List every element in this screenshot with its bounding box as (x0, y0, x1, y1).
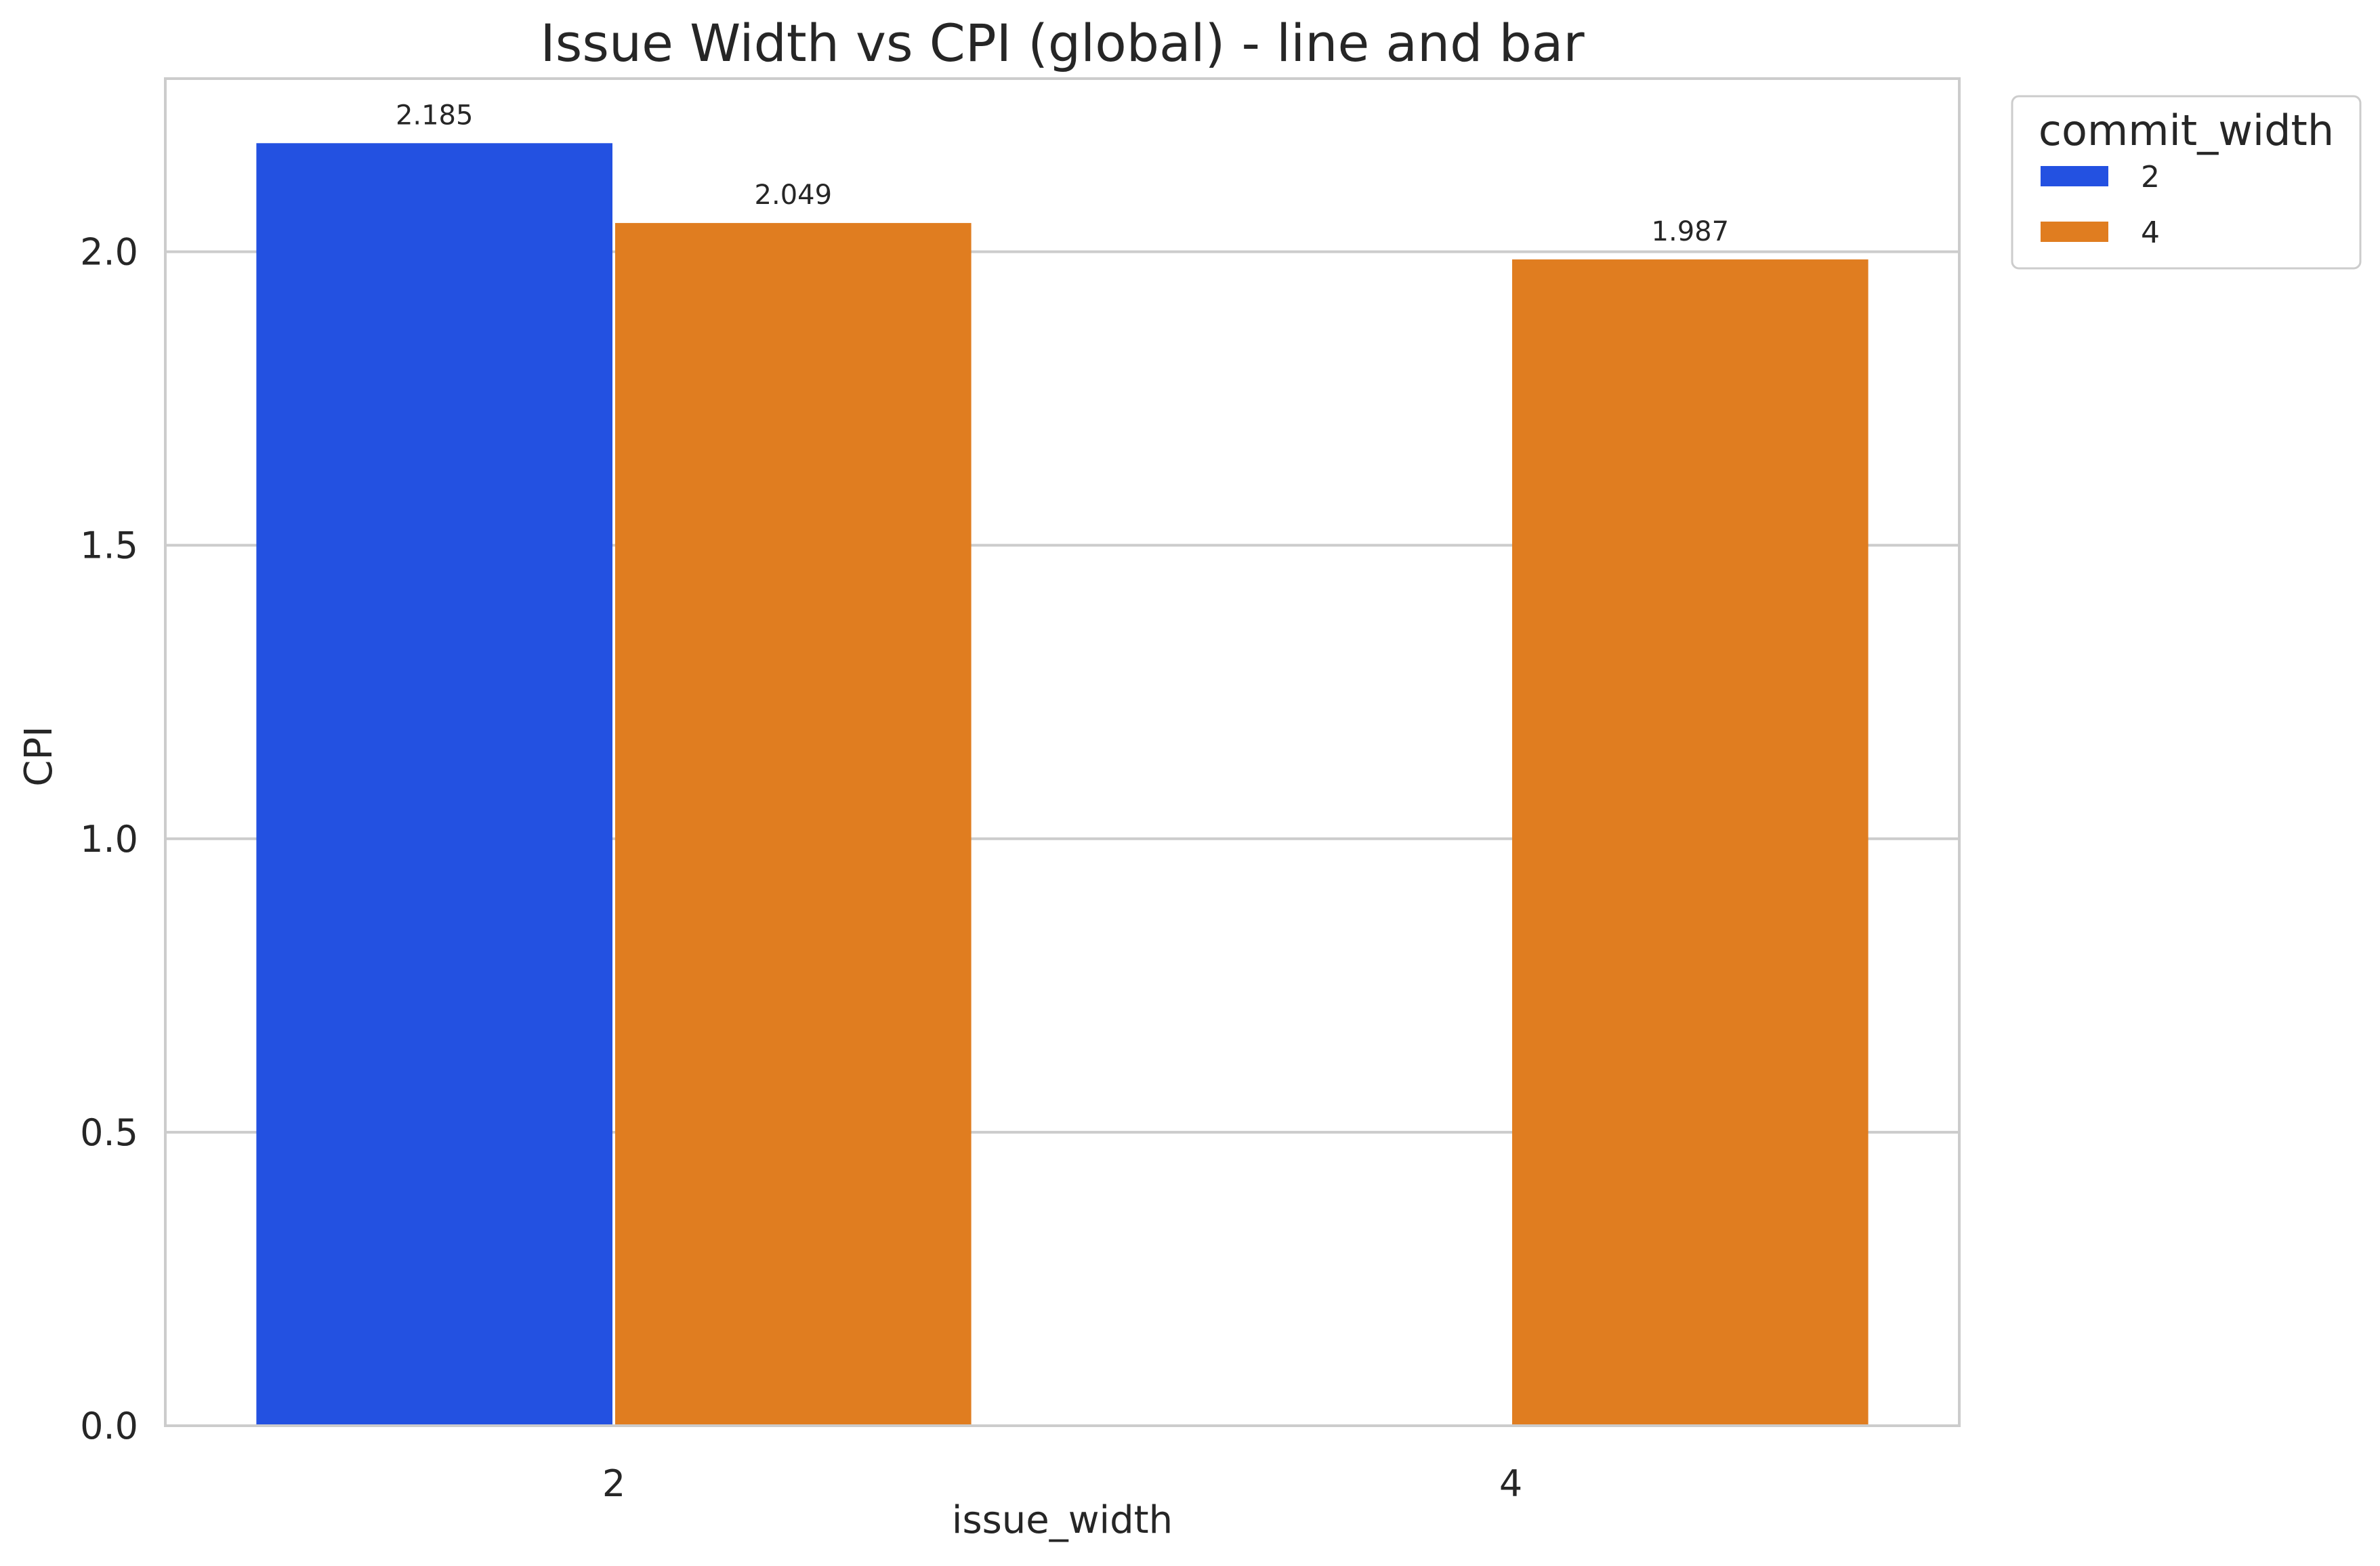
legend-swatch (2041, 222, 2108, 242)
y-tick-label: 0.5 (80, 1111, 138, 1154)
data-labels: 2.185 2.049 1.987 (396, 100, 1729, 247)
bar (1512, 259, 1868, 1426)
data-label: 1.987 (1652, 216, 1730, 247)
data-label: 2.049 (755, 180, 833, 211)
legend-entry: 4 (2141, 215, 2160, 250)
legend-entry: 2 (2141, 160, 2160, 194)
chart-title: Issue Width vs CPI (global) - line and b… (540, 13, 1585, 73)
legend: commit_width 2 4 (2011, 95, 2362, 270)
bar (256, 143, 612, 1426)
y-axis-label: CPI (17, 726, 61, 786)
x-axis-label: issue_width (952, 1498, 1173, 1542)
legend-swatch (2041, 166, 2108, 186)
plot-frame (164, 77, 1961, 1427)
x-tick-label: 4 (1499, 1462, 1522, 1505)
data-label: 2.185 (396, 100, 474, 131)
legend-title: commit_width (2039, 106, 2334, 155)
y-tick-label: 0.0 (80, 1405, 138, 1447)
y-tick-label: 2.0 (80, 231, 138, 274)
y-ticks: 0.0 0.5 1.0 1.5 2.0 (80, 231, 138, 1447)
y-tick-label: 1.0 (80, 818, 138, 861)
bars (256, 143, 1868, 1426)
y-tick-label: 1.5 (80, 524, 138, 567)
x-tick-label: 2 (602, 1462, 625, 1505)
bar (615, 223, 972, 1426)
